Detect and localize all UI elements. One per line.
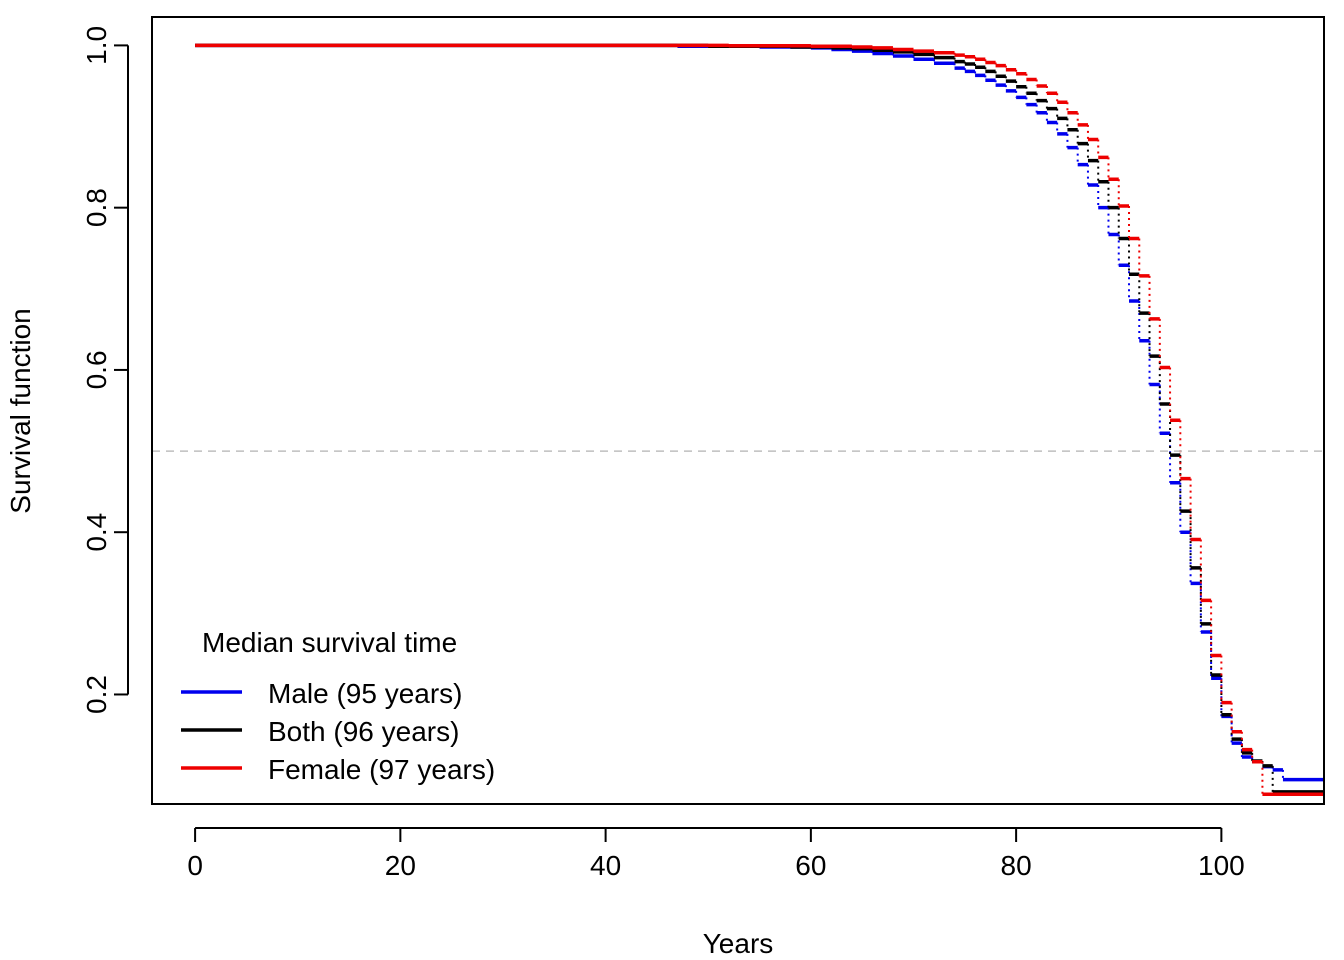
- legend-label-both: Both (96 years): [268, 716, 459, 747]
- series-drops: [727, 45, 1264, 795]
- series-layer: [195, 43, 1324, 797]
- y-tick-label: 0.2: [81, 675, 112, 714]
- legend-label-male: Male (95 years): [268, 678, 463, 709]
- x-tick-label: 40: [590, 850, 621, 881]
- x-tick-label: 60: [795, 850, 826, 881]
- legend-label-female: Female (97 years): [268, 754, 495, 785]
- y-tick-label: 0.6: [81, 350, 112, 389]
- legend: Median survival time Male (95 years) Bot…: [181, 627, 495, 785]
- series-steps: [195, 43, 1324, 797]
- y-tick-label: 1.0: [81, 26, 112, 65]
- x-tick-label: 0: [187, 850, 203, 881]
- y-tick-label: 0.8: [81, 188, 112, 227]
- y-tick-label: 0.4: [81, 513, 112, 552]
- legend-title: Median survival time: [202, 627, 457, 658]
- x-axis-title: Years: [703, 928, 774, 959]
- y-axis-title: Survival function: [5, 308, 36, 513]
- series-1: [195, 43, 1324, 782]
- series-3: [195, 43, 1324, 797]
- plot-frame: [151, 16, 1325, 805]
- series-drops: [676, 45, 1284, 780]
- x-tick-label: 20: [385, 850, 416, 881]
- x-axis: 0 20 40 60 80 100: [187, 827, 1245, 881]
- series-steps: [195, 43, 1324, 782]
- y-axis: 0.2 0.4 0.6 0.8 1.0: [81, 26, 129, 714]
- series-drops: [707, 45, 1274, 792]
- x-tick-label: 80: [1001, 850, 1032, 881]
- x-tick-label: 100: [1198, 850, 1245, 881]
